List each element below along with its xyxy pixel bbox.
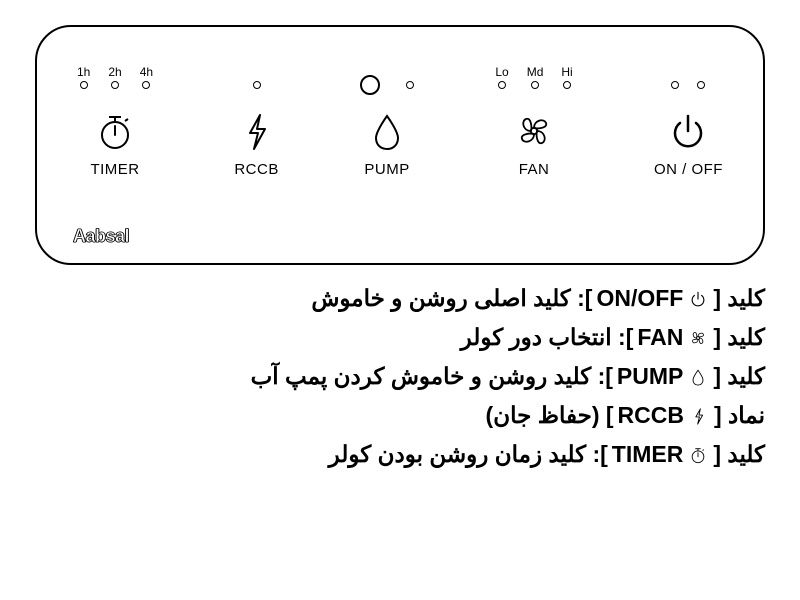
- led-dot: [498, 81, 506, 89]
- pump-label: PUMP: [364, 161, 409, 178]
- led-label-empty: [700, 65, 703, 79]
- fan-led-row: Lo Md Hi: [495, 55, 572, 99]
- led-label: 4h: [140, 65, 153, 79]
- fan-icon: [687, 327, 709, 349]
- led-dot: [531, 81, 539, 89]
- fan-led-lo: Lo: [495, 65, 508, 89]
- timer-led-1h: 1h: [77, 65, 90, 89]
- led-dot: [563, 81, 571, 89]
- desc-pre: کلید [: [713, 287, 765, 310]
- onoff-led-row: [671, 55, 705, 99]
- desc-post: ] (حفاظ جان): [486, 404, 614, 427]
- rccb-group: RCCB: [234, 55, 279, 178]
- bolt-icon: [688, 405, 710, 427]
- led-label-empty: [255, 65, 258, 79]
- desc-en: FAN: [637, 326, 683, 349]
- fan-icon[interactable]: [512, 109, 556, 153]
- timer-led-row: 1h 2h 4h: [77, 55, 153, 99]
- control-panel: 1h 2h 4h TIMER: [35, 25, 765, 265]
- desc-onoff: کلید [ ON/OFF ]: کلید اصلی روشن و خاموش: [35, 287, 765, 310]
- drop-icon[interactable]: [365, 109, 409, 153]
- desc-post: ]: کلید روشن و خاموش کردن پمپ آب: [251, 365, 613, 388]
- fan-label: FAN: [519, 161, 550, 178]
- led-dot-big: [360, 75, 380, 95]
- controls-row: 1h 2h 4h TIMER: [77, 55, 723, 205]
- led-dot: [697, 81, 705, 89]
- onoff-group: ON / OFF: [654, 55, 723, 178]
- desc-timer: کلید [ TIMER ]: کلید زمان روشن بودن کولر: [35, 443, 765, 466]
- onoff-label: ON / OFF: [654, 161, 723, 178]
- rccb-led-row: [253, 55, 261, 99]
- led-dot: [80, 81, 88, 89]
- led-label-empty: [368, 59, 371, 73]
- led-label: 1h: [77, 65, 90, 79]
- timer-led-4h: 4h: [140, 65, 153, 89]
- led-label: Lo: [495, 65, 508, 79]
- desc-fan: کلید [ FAN ]: انتخاب دور کولر: [35, 326, 765, 349]
- pump-led-row: [360, 55, 414, 99]
- timer-label: TIMER: [90, 161, 139, 178]
- led-dot: [406, 81, 414, 89]
- led-dot: [253, 81, 261, 89]
- desc-en: PUMP: [617, 365, 683, 388]
- led-dot: [671, 81, 679, 89]
- desc-pre: کلید [: [713, 443, 765, 466]
- bolt-icon: [235, 109, 279, 153]
- led-dot: [111, 81, 119, 89]
- led-label: Md: [527, 65, 544, 79]
- power-icon[interactable]: [666, 109, 710, 153]
- drop-icon: [687, 366, 709, 388]
- rccb-label: RCCB: [234, 161, 279, 178]
- pump-led-big: [360, 59, 380, 95]
- desc-post: ]: کلید زمان روشن بودن کولر: [329, 443, 608, 466]
- fan-group: Lo Md Hi FAN: [495, 55, 572, 178]
- led-label-empty: [674, 65, 677, 79]
- desc-pre: نماد [: [714, 404, 765, 427]
- led-dot: [142, 81, 150, 89]
- led-label: 2h: [108, 65, 121, 79]
- brand-logo: Aabsal: [73, 226, 129, 247]
- desc-post: ]: کلید اصلی روشن و خاموش: [311, 287, 592, 310]
- led-label: Hi: [561, 65, 572, 79]
- onoff-led-2: [697, 65, 705, 89]
- onoff-led-1: [671, 65, 679, 89]
- fan-led-hi: Hi: [561, 65, 572, 89]
- desc-rccb: نماد [ RCCB ] (حفاظ جان): [35, 404, 765, 427]
- power-icon: [687, 288, 709, 310]
- desc-pre: کلید [: [713, 365, 765, 388]
- desc-pump: کلید [ PUMP ]: کلید روشن و خاموش کردن پم…: [35, 365, 765, 388]
- pump-group: PUMP: [360, 55, 414, 178]
- led-label-empty: [408, 65, 411, 79]
- timer-led-2h: 2h: [108, 65, 121, 89]
- fan-led-md: Md: [527, 65, 544, 89]
- pump-led-small: [406, 65, 414, 89]
- timer-group: 1h 2h 4h TIMER: [77, 55, 153, 178]
- rccb-led: [253, 65, 261, 89]
- desc-en: TIMER: [612, 443, 684, 466]
- desc-post: ]: انتخاب دور کولر: [461, 326, 634, 349]
- desc-pre: کلید [: [713, 326, 765, 349]
- desc-en: ON/OFF: [596, 287, 683, 310]
- timer-icon[interactable]: [93, 109, 137, 153]
- descriptions: کلید [ ON/OFF ]: کلید اصلی روشن و خاموش …: [35, 287, 765, 466]
- desc-en: RCCB: [618, 404, 684, 427]
- timer-icon: [687, 444, 709, 466]
